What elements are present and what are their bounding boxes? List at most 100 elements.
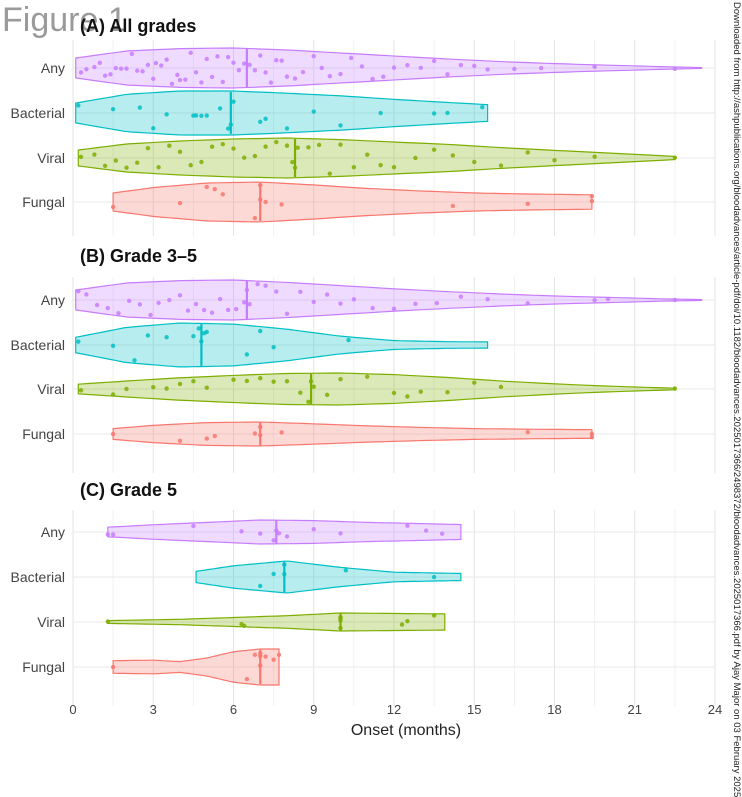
data-point xyxy=(126,298,132,304)
data-point xyxy=(431,613,437,618)
data-point xyxy=(445,72,450,77)
data-point xyxy=(279,58,284,63)
data-point xyxy=(110,204,116,210)
data-point xyxy=(217,296,223,302)
data-point xyxy=(405,394,410,399)
data-point xyxy=(324,392,330,398)
data-point xyxy=(84,292,89,297)
data-point xyxy=(391,390,397,396)
data-point xyxy=(263,116,268,122)
violin-bacterial xyxy=(75,322,489,368)
data-point xyxy=(263,283,268,288)
data-point xyxy=(306,145,311,150)
data-point xyxy=(338,531,343,536)
data-point xyxy=(431,111,437,116)
x-tick-label: 9 xyxy=(310,702,317,717)
data-point xyxy=(110,107,116,112)
data-point xyxy=(215,54,220,59)
x-tick-label: 15 xyxy=(467,702,481,717)
data-point xyxy=(204,184,209,190)
data-point xyxy=(338,123,343,128)
data-point xyxy=(175,72,180,78)
data-point xyxy=(525,201,530,206)
data-point xyxy=(498,384,504,390)
data-point xyxy=(605,296,611,302)
data-point xyxy=(445,390,450,395)
data-point xyxy=(132,358,137,363)
data-point xyxy=(351,297,357,302)
data-point xyxy=(108,72,113,77)
category-label: Any xyxy=(41,524,65,540)
data-point xyxy=(413,155,418,161)
data-point xyxy=(589,431,595,437)
data-point xyxy=(113,65,119,71)
data-point xyxy=(338,376,343,382)
data-point xyxy=(672,386,678,391)
category-label: Viral xyxy=(37,614,65,630)
x-tick-label: 18 xyxy=(547,702,561,717)
data-point xyxy=(370,76,375,82)
data-point xyxy=(338,71,343,77)
data-point xyxy=(672,297,678,303)
data-point xyxy=(391,65,397,70)
data-point xyxy=(78,388,84,393)
data-point xyxy=(94,302,100,308)
data-point xyxy=(431,147,437,152)
data-point xyxy=(242,623,247,629)
panel-title-b: (B) Grade 3–5 xyxy=(80,246,198,266)
data-point xyxy=(431,58,437,64)
data-point xyxy=(279,430,284,435)
data-point xyxy=(220,141,225,147)
data-point xyxy=(485,297,490,302)
data-point xyxy=(672,66,678,71)
data-point xyxy=(298,289,303,295)
data-point xyxy=(311,54,316,59)
data-point xyxy=(276,652,282,658)
data-point xyxy=(298,390,303,395)
data-point xyxy=(391,306,397,312)
data-point xyxy=(177,438,183,443)
data-point xyxy=(284,534,290,539)
data-point xyxy=(199,113,204,118)
data-point xyxy=(102,163,108,168)
data-point xyxy=(472,159,477,165)
data-point xyxy=(199,80,204,85)
data-point xyxy=(239,529,244,534)
data-point xyxy=(311,109,316,114)
data-point xyxy=(300,69,306,75)
x-tick-label: 21 xyxy=(628,702,642,717)
data-point xyxy=(209,144,215,149)
data-point xyxy=(145,62,151,68)
data-point xyxy=(381,74,386,79)
data-point xyxy=(196,326,201,331)
data-point xyxy=(525,429,530,435)
data-point xyxy=(263,144,268,149)
data-point xyxy=(311,299,316,305)
data-point xyxy=(92,152,97,157)
x-tick-label: 3 xyxy=(150,702,157,717)
data-point xyxy=(177,381,183,387)
data-point xyxy=(204,385,209,390)
data-point xyxy=(284,143,290,148)
data-point xyxy=(247,62,252,68)
data-point xyxy=(391,164,397,170)
data-point xyxy=(418,389,423,394)
category-label: Any xyxy=(41,60,65,76)
data-point xyxy=(135,160,140,165)
data-point xyxy=(191,379,196,384)
data-point xyxy=(231,146,236,151)
data-point xyxy=(274,139,279,145)
data-point xyxy=(290,159,295,165)
data-point xyxy=(118,66,124,71)
violin-bacterial xyxy=(75,90,489,136)
data-point xyxy=(177,149,183,155)
data-point xyxy=(140,69,145,74)
data-point xyxy=(231,60,236,65)
data-point xyxy=(311,384,316,389)
data-point xyxy=(110,431,116,437)
data-point xyxy=(405,523,410,528)
data-point xyxy=(263,654,268,659)
data-point xyxy=(306,399,311,405)
x-tick-label: 6 xyxy=(230,702,237,717)
data-point xyxy=(137,302,143,307)
